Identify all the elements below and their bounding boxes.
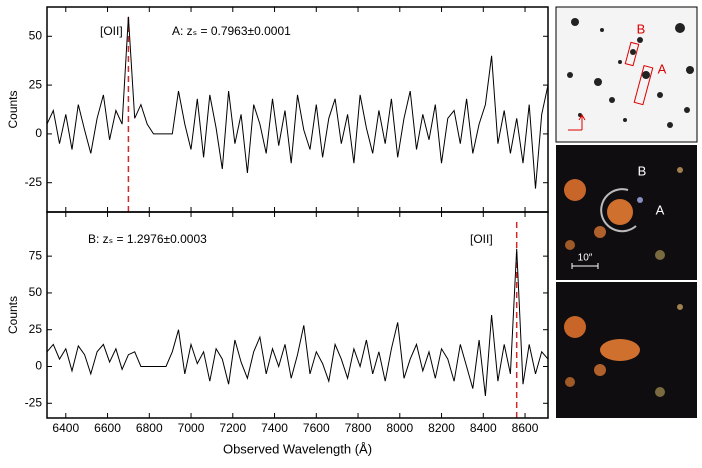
y-tick-label: -25 bbox=[25, 395, 43, 409]
x-axis-label: Observed Wavelength (Å) bbox=[223, 441, 372, 456]
axes-frame bbox=[46, 211, 549, 419]
y-tick-label: 0 bbox=[35, 126, 42, 140]
x-tick-label: 6800 bbox=[136, 421, 163, 435]
image-label: A bbox=[656, 202, 665, 217]
image-label: B bbox=[638, 163, 647, 178]
y-axis-label: Counts bbox=[6, 296, 20, 334]
arc bbox=[600, 188, 637, 233]
x-tick-label: 8200 bbox=[428, 421, 455, 435]
slit-b bbox=[624, 41, 640, 67]
y-tick-label: -25 bbox=[25, 175, 43, 189]
compass bbox=[568, 114, 586, 131]
x-tick-label: 7200 bbox=[219, 421, 246, 435]
y-axis-label: Counts bbox=[6, 90, 20, 128]
annotation: B: zₛ = 1.2976±0.0003 bbox=[88, 232, 207, 246]
image-label: A bbox=[658, 61, 667, 76]
spectrum bbox=[46, 248, 549, 396]
x-tick-label: 7600 bbox=[303, 421, 330, 435]
x-tick-label: 8000 bbox=[386, 421, 413, 435]
x-tick-label: 7400 bbox=[261, 421, 288, 435]
y-tick-label: 75 bbox=[29, 248, 43, 262]
y-tick-label: 25 bbox=[29, 322, 43, 336]
annotation: A: zₛ = 0.7963±0.0001 bbox=[172, 24, 291, 38]
image-label: 10″ bbox=[578, 253, 593, 264]
y-tick-label: 25 bbox=[29, 77, 43, 91]
slit-a bbox=[633, 64, 654, 106]
y-tick-label: 50 bbox=[29, 28, 43, 42]
y-tick-label: 0 bbox=[35, 359, 42, 373]
x-tick-label: 7800 bbox=[345, 421, 372, 435]
annotation: [OII] bbox=[100, 24, 123, 38]
scale-bar bbox=[571, 263, 599, 269]
image-panels bbox=[555, 6, 698, 418]
image-label: B bbox=[637, 21, 646, 36]
x-tick-label: 8400 bbox=[470, 421, 497, 435]
x-tick-label: 7000 bbox=[178, 421, 205, 435]
y-tick-label: 50 bbox=[29, 285, 43, 299]
annotation: [OII] bbox=[470, 232, 493, 246]
galaxies-2 bbox=[564, 304, 683, 397]
stars bbox=[567, 18, 694, 128]
galaxies bbox=[564, 167, 683, 260]
x-tick-label: 8600 bbox=[512, 421, 539, 435]
spectrum bbox=[46, 16, 549, 189]
x-tick-label: 6600 bbox=[94, 421, 121, 435]
x-tick-label: 6400 bbox=[52, 421, 79, 435]
